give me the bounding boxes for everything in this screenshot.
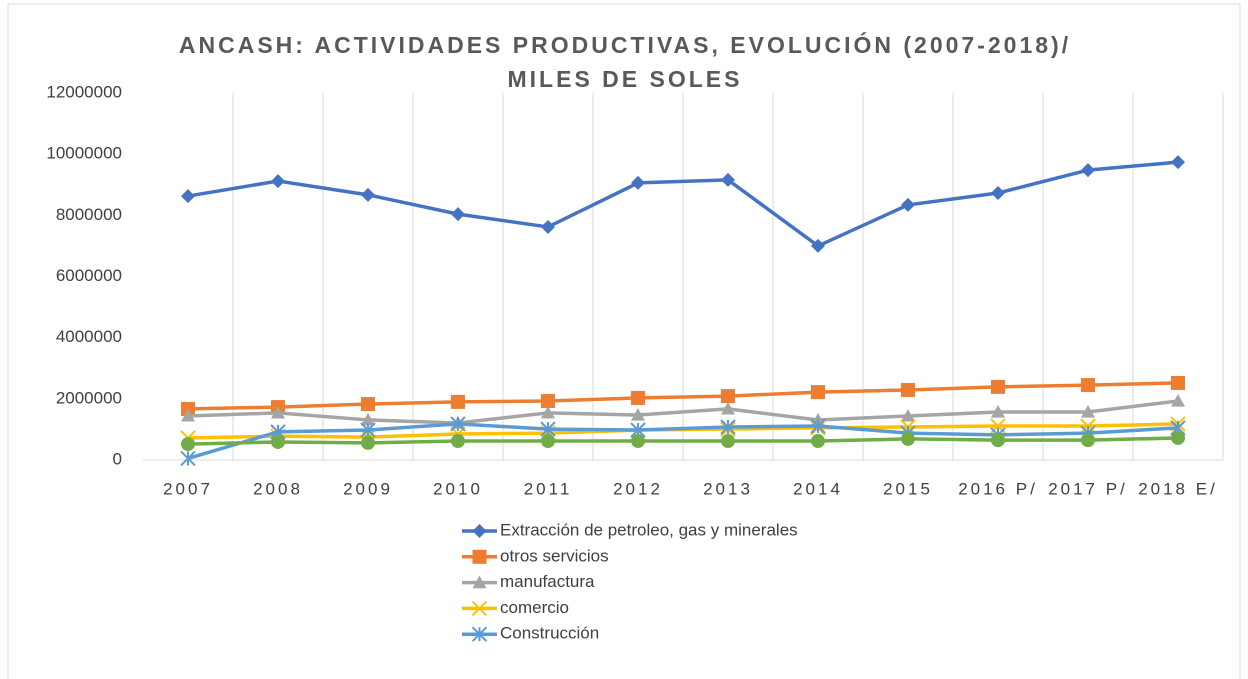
marker xyxy=(811,238,825,253)
marker xyxy=(810,418,826,434)
marker xyxy=(541,434,555,449)
marker xyxy=(472,575,487,589)
marker xyxy=(991,379,1005,394)
marker xyxy=(361,187,375,202)
marker xyxy=(631,175,645,190)
series-line xyxy=(187,436,1179,446)
marker xyxy=(181,408,195,422)
x-tick-label: 2007 xyxy=(163,479,213,498)
y-tick-label: 4000000 xyxy=(56,327,122,346)
series-line xyxy=(187,381,1179,411)
legend-label: manufactura xyxy=(500,572,595,591)
x-tick-label: 2009 xyxy=(343,479,393,498)
marker xyxy=(1080,418,1096,434)
chart-border xyxy=(7,3,1241,679)
legend-label: Extracción de petroleo, gas y minerales xyxy=(500,520,798,539)
marker xyxy=(271,405,285,419)
marker xyxy=(811,385,825,400)
y-tick-label: 6000000 xyxy=(56,266,122,285)
y-tick-label: 12000000 xyxy=(46,82,122,101)
marker xyxy=(1171,430,1185,445)
x-tick-label: 2015 xyxy=(883,479,933,498)
marker xyxy=(541,405,555,419)
marker xyxy=(901,431,915,446)
marker xyxy=(721,401,735,415)
x-tick-label: 2017 P/ xyxy=(1048,479,1128,498)
marker xyxy=(181,189,195,204)
x-tick-label: 2008 xyxy=(253,479,303,498)
marker xyxy=(1081,433,1095,448)
marker xyxy=(1081,163,1095,178)
marker xyxy=(811,434,825,449)
marker xyxy=(361,397,375,412)
marker xyxy=(721,389,735,404)
marker xyxy=(1171,375,1185,390)
marker xyxy=(471,626,488,642)
marker xyxy=(541,393,555,408)
marker xyxy=(181,401,195,416)
series-line xyxy=(187,399,1179,425)
marker xyxy=(472,549,487,564)
marker xyxy=(721,172,735,187)
y-tick-label: 8000000 xyxy=(56,205,122,224)
marker xyxy=(360,422,376,438)
marker xyxy=(991,186,1005,201)
marker xyxy=(451,207,465,222)
marker xyxy=(181,437,195,452)
marker xyxy=(541,219,555,234)
marker xyxy=(471,600,488,617)
x-tick-label: 2014 xyxy=(793,479,843,498)
marker xyxy=(1171,393,1185,407)
marker xyxy=(1081,378,1095,393)
marker xyxy=(901,382,915,397)
x-tick-label: 2010 xyxy=(433,479,483,498)
marker xyxy=(991,433,1005,448)
marker xyxy=(721,434,735,449)
y-tick-label: 10000000 xyxy=(46,144,122,163)
marker xyxy=(450,416,466,432)
marker xyxy=(1081,404,1095,418)
y-tick-label: 2000000 xyxy=(56,388,122,407)
legend-label: otros servicios xyxy=(500,546,609,565)
x-tick-label: 2018 E/ xyxy=(1138,479,1218,498)
x-tick-label: 2013 xyxy=(703,479,753,498)
marker xyxy=(720,419,736,435)
marker xyxy=(901,408,915,422)
marker xyxy=(631,408,645,421)
marker xyxy=(472,524,487,538)
x-tick-label: 2016 P/ xyxy=(958,479,1038,498)
marker xyxy=(451,394,465,409)
marker xyxy=(451,434,465,449)
marker xyxy=(901,197,915,212)
marker xyxy=(361,412,375,426)
marker xyxy=(1171,155,1185,170)
y-tick-label: 0 xyxy=(113,449,122,468)
marker xyxy=(631,434,645,449)
series-line xyxy=(187,160,1179,248)
legend-label: comercio xyxy=(500,598,569,617)
marker xyxy=(631,390,645,405)
marker xyxy=(271,174,285,189)
x-tick-label: 2012 xyxy=(613,479,663,498)
marker xyxy=(991,404,1005,418)
chart-title: ANCASH: ACTIVIDADES PRODUCTIVAS, EVOLUCI… xyxy=(178,32,1072,92)
legend-label: Construcción xyxy=(500,624,599,643)
marker xyxy=(271,434,285,449)
marker xyxy=(361,435,375,450)
x-tick-label: 2011 xyxy=(524,479,573,498)
marker xyxy=(540,421,556,437)
series-line xyxy=(187,422,1179,461)
marker xyxy=(180,450,196,467)
